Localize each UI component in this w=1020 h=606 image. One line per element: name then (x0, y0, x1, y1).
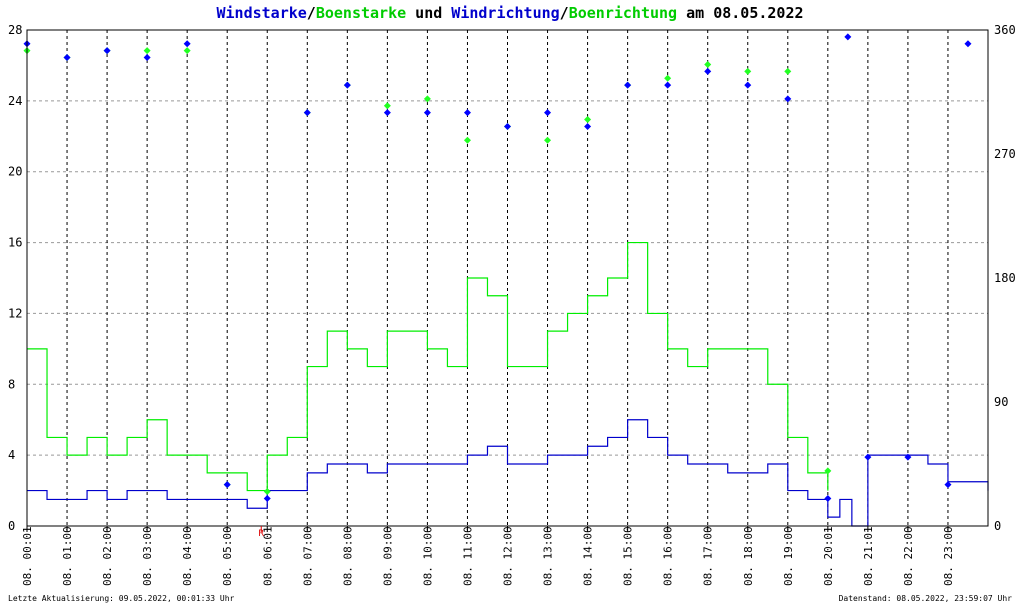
x-tick-label: 08. 01:00 (61, 526, 74, 586)
x-tick-label: 08. 10:00 (421, 526, 434, 586)
title-sep-1: / (307, 4, 316, 22)
grid (27, 30, 988, 526)
windrichtung-point (303, 109, 311, 117)
x-tick-label: 08. 14:00 (582, 526, 595, 586)
x-tick-label: 08. 19:00 (782, 526, 795, 586)
x-tick-label: 08. 06:01 (261, 526, 274, 586)
windrichtung-point (103, 47, 111, 55)
boenrichtung-point (824, 467, 832, 475)
title-wind: Windstarke (216, 4, 306, 22)
y-left-tick-label: 20 (8, 165, 22, 179)
boenrichtung-point (383, 102, 391, 110)
windrichtung-point (423, 109, 431, 117)
boenrichtung-point (183, 47, 191, 55)
x-tick-label: 08. 18:00 (742, 526, 755, 586)
windrichtung-point (664, 81, 672, 89)
x-tick-label: 08. 08:00 (341, 526, 354, 586)
windrichtung-point (223, 481, 231, 489)
windrichtung-point (844, 33, 852, 41)
windrichtung-point (824, 494, 832, 502)
windrichtung-point (383, 109, 391, 117)
title-sep-2: / (560, 4, 569, 22)
windrichtung-point (263, 494, 271, 502)
y-left-tick-label: 24 (8, 94, 22, 108)
y-left-tick-label: 28 (8, 23, 22, 37)
x-tick-label: 08. 12:00 (502, 526, 515, 586)
boenrichtung-point (263, 488, 271, 496)
y-right-tick-label: 270 (994, 147, 1016, 161)
x-tick-label: 08. 07:00 (301, 526, 314, 586)
title-und: und (406, 4, 451, 22)
data-series (23, 33, 989, 527)
y-right-tick-label: 360 (994, 23, 1016, 37)
x-tick-label: 08. 09:00 (381, 526, 394, 586)
boenrichtung-point (463, 136, 471, 144)
x-tick-label: 08. 21:01 (862, 526, 875, 586)
windrichtung-point (143, 54, 151, 62)
y-left-tick-label: 4 (8, 448, 15, 462)
windrichtung-point (964, 40, 972, 48)
x-tick-label: 08. 20:01 (822, 526, 835, 586)
boenrichtung-point (584, 116, 592, 124)
x-tick-label: 08. 23:00 (942, 526, 955, 586)
x-tick-label: 08. 00:01 (21, 526, 34, 586)
y-left-tick-label: 8 (8, 377, 15, 391)
windrichtung-point (784, 95, 792, 103)
windrichtung-point (744, 81, 752, 89)
x-tick-label: 08. 11:00 (461, 526, 474, 586)
x-tick-label: 08. 04:00 (181, 526, 194, 586)
x-tick-label: 08. 05:00 (221, 526, 234, 586)
windrichtung-point (343, 81, 351, 89)
title-gustdir: Boenrichtung (569, 4, 677, 22)
y-right-tick-label: 180 (994, 271, 1016, 285)
series-boenstarke (27, 241, 829, 492)
y-left-tick-label: 12 (8, 306, 22, 320)
boenrichtung-point (143, 47, 151, 55)
windrichtung-point (63, 54, 71, 62)
boenrichtung-point (664, 74, 672, 82)
boenrichtung-point (784, 67, 792, 75)
windrichtung-point (504, 122, 511, 130)
windrichtung-point (904, 453, 912, 461)
x-tick-label: 08. 15:00 (622, 526, 635, 586)
x-tick-label: 08. 17:00 (702, 526, 715, 586)
marker-label: R (259, 529, 265, 539)
y-right-tick-label: 90 (994, 395, 1008, 409)
title-date: am 08.05.2022 (677, 4, 803, 22)
windrichtung-point (704, 67, 712, 75)
windrichtung-point (463, 109, 471, 117)
chart-title: Windstarke/Boenstarke und Windrichtung/B… (216, 4, 803, 22)
boenrichtung-point (423, 95, 431, 103)
windrichtung-point (183, 40, 191, 48)
x-tick-label: 08. 02:00 (101, 526, 114, 586)
boenrichtung-point (704, 60, 712, 68)
x-tick-label: 08. 03:00 (141, 526, 154, 586)
y-left-tick-label: 16 (8, 236, 22, 250)
windrichtung-point (624, 81, 632, 89)
boenrichtung-point (744, 67, 752, 75)
footer-last-update: Letzte Aktualisierung: 09.05.2022, 00:01… (8, 594, 235, 603)
x-tick-label: 08. 16:00 (662, 526, 675, 586)
windrichtung-point (584, 122, 592, 130)
windrichtung-point (864, 453, 872, 461)
axes: 0 4 8 12 16 20 24 28 0 90 180 270 360 08. 00:01 08. 01… (8, 23, 1016, 586)
y-right-tick-label: 0 (994, 519, 1001, 533)
windrichtung-point (544, 109, 552, 117)
series-windstarke (27, 419, 989, 527)
windrichtung-point (944, 481, 952, 489)
x-tick-label: 08. 22:00 (902, 526, 915, 586)
title-gust: Boenstarke (316, 4, 406, 22)
boenrichtung-point (544, 136, 552, 144)
y-left-tick-label: 0 (8, 519, 15, 533)
footer-data-status: Datenstand: 08.05.2022, 23:59:07 Uhr (839, 594, 1013, 603)
title-dir: Windrichtung (451, 4, 559, 22)
x-tick-label: 08. 13:00 (542, 526, 555, 586)
